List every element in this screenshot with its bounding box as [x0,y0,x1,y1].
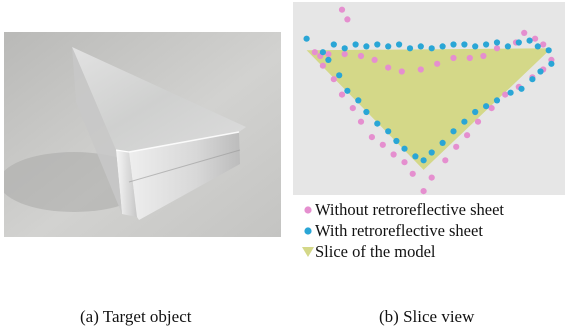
point-with-sheet [439,139,446,146]
slice-region [306,48,552,170]
point-with-sheet [393,137,400,145]
point-without-sheet [319,62,326,69]
point-without-sheet [521,29,528,36]
point-without-sheet [502,91,509,98]
legend-label: With retroreflective sheet [315,221,483,240]
point-without-sheet [409,170,416,177]
point-with-sheet [493,39,501,46]
point-with-sheet [461,118,468,125]
point-without-sheet [357,52,365,60]
point-without-sheet [338,6,346,13]
point-with-sheet [428,45,435,52]
point-without-sheet [488,105,495,112]
point-without-sheet [338,91,346,98]
point-without-sheet [385,64,392,71]
glass-prism-photo [4,32,281,237]
point-without-sheet [474,118,482,125]
point-without-sheet [325,51,332,58]
point-with-sheet [341,45,348,52]
point-without-sheet [401,159,408,166]
point-with-sheet [401,145,408,152]
point-with-sheet [515,39,522,46]
point-with-sheet [385,43,392,50]
point-with-sheet [461,41,468,48]
point-with-sheet [450,41,457,48]
point-without-sheet [368,134,375,141]
point-with-sheet [417,43,424,50]
point-without-sheet [379,141,386,148]
point-without-sheet [344,16,351,23]
point-with-sheet [363,43,370,50]
point-without-sheet [371,56,378,64]
slice-view-plot [293,2,565,195]
point-with-sheet [450,128,457,135]
legend-marker [304,227,312,235]
point-without-sheet [311,49,318,56]
legend-label: Without retroreflective sheet [315,200,505,219]
point-with-sheet [472,43,479,50]
point-with-sheet [352,41,359,48]
caption-slice-view: (b) Slice view [379,307,475,326]
point-without-sheet [466,54,473,62]
point-without-sheet [390,151,397,158]
point-with-sheet [504,43,511,50]
point-without-sheet [450,54,457,62]
point-with-sheet [420,157,427,164]
blue-dot-icon [304,227,312,235]
point-with-sheet [336,72,343,79]
point-with-sheet [483,41,490,48]
point-with-sheet [374,120,381,127]
point-without-sheet [442,157,449,164]
legend-marker [302,247,314,257]
point-without-sheet [417,66,424,73]
point-without-sheet [428,174,435,181]
point-without-sheet [493,45,501,52]
point-with-sheet [374,41,381,48]
point-with-sheet [344,87,351,94]
point-without-sheet [398,68,405,75]
point-without-sheet [357,118,365,125]
caption-target-object: (a) Target object [80,307,192,326]
triangle-icon [302,247,314,257]
point-with-sheet [319,49,326,56]
point-with-sheet [385,128,392,135]
point-with-sheet [534,43,541,50]
point-without-sheet [540,41,547,48]
point-with-sheet [325,56,332,64]
point-without-sheet [464,132,471,139]
point-without-sheet [341,51,348,58]
point-with-sheet [330,41,337,48]
point-with-sheet [548,60,555,67]
point-with-sheet [412,153,419,160]
legend-marker [304,206,312,214]
point-without-sheet [480,52,487,60]
point-without-sheet [532,35,539,42]
point-with-sheet [507,89,514,96]
point-with-sheet [483,103,490,110]
point-with-sheet [363,108,370,116]
point-without-sheet [420,188,427,195]
point-with-sheet [518,85,525,92]
point-with-sheet [355,97,362,104]
pink-dot-icon [304,206,312,214]
point-without-sheet [330,76,337,83]
point-with-sheet [439,43,446,50]
point-with-sheet [545,47,552,54]
point-with-sheet [472,108,479,116]
point-without-sheet [453,143,460,150]
point-with-sheet [428,149,435,156]
point-with-sheet [529,76,536,83]
point-with-sheet [537,68,544,75]
point-with-sheet [526,37,533,44]
point-with-sheet [396,41,403,48]
point-with-sheet [406,45,414,52]
point-without-sheet [434,60,441,67]
point-without-sheet [349,105,356,112]
point-with-sheet [303,35,310,42]
point-with-sheet [493,97,501,104]
legend-label: Slice of the model [315,242,436,261]
